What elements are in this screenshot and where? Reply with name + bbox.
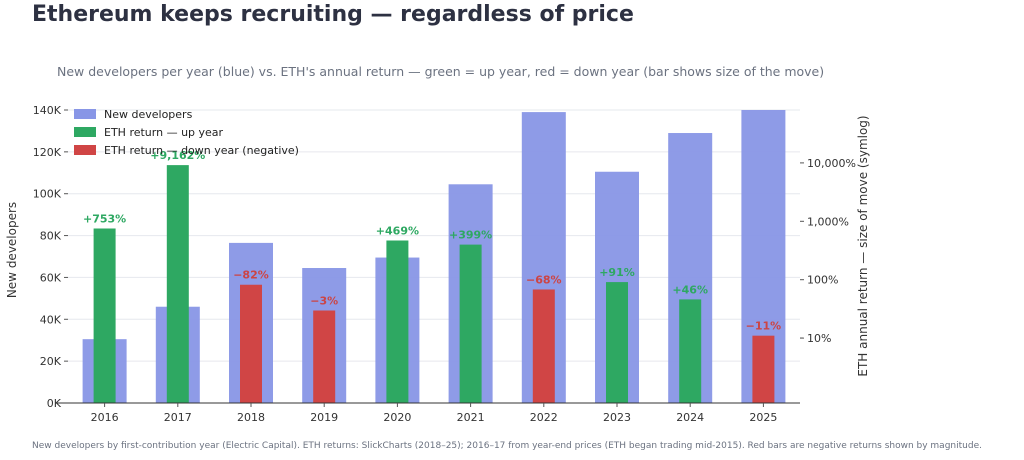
return-data-label: −82% (233, 269, 269, 282)
return-data-label: +91% (599, 266, 635, 279)
x-tick-label: 2017 (164, 411, 192, 424)
axes: 0K 20K 40K 60K 80K 100K 120K 140K 2016 2017 2018 20… (5, 104, 870, 424)
return-bar-up (386, 240, 409, 403)
y-tick-label: 40K (40, 313, 62, 326)
y2-axis-label: ETH annual return — size of move (symlog… (856, 115, 870, 376)
return-data-label: +9,162% (150, 149, 205, 162)
y-tick-label: 100K (33, 188, 62, 201)
x-tick-label: 2020 (383, 411, 411, 424)
return-data-label: −68% (526, 273, 562, 286)
y2-tick-label: 10% (807, 332, 831, 345)
legend-swatch (74, 127, 96, 137)
chart-title: Ethereum keeps recruiting — regardless o… (32, 2, 634, 27)
return-bar-down (240, 284, 262, 403)
return-bar-down (532, 289, 555, 403)
x-tick-label: 2024 (676, 411, 704, 424)
return-bar-up (166, 165, 189, 403)
return-bars (93, 165, 775, 403)
legend-entry: ETH return — up year (104, 126, 224, 139)
x-tick-label: 2022 (530, 411, 558, 424)
return-bar-down (752, 335, 775, 403)
legend-swatch (74, 145, 96, 155)
return-data-label: +753% (83, 212, 126, 225)
return-data-label: −3% (310, 295, 338, 308)
x-tick-label: 2021 (457, 411, 485, 424)
return-bar-up (679, 299, 702, 403)
y-tick-label: 80K (40, 230, 62, 243)
y-tick-label: 120K (33, 146, 62, 159)
legend-entry: New developers (104, 108, 193, 121)
y-tick-label: 0K (47, 397, 62, 410)
return-data-label: +399% (449, 229, 492, 242)
x-tick-label: 2023 (603, 411, 631, 424)
return-bar-up (93, 228, 116, 403)
y-tick-label: 60K (40, 271, 62, 284)
developer-bars (82, 110, 786, 403)
legend-entry: ETH return — down year (negative) (104, 144, 299, 157)
return-data-label: −11% (746, 320, 782, 333)
return-labels: +753% +9,162% −82% −3% +469% +399% −68% +91% +46… (83, 149, 781, 333)
legend-swatch (74, 109, 96, 119)
return-data-label: +46% (672, 283, 708, 296)
y2-tick-label: 10,000% (807, 157, 856, 170)
footnote: New developers by first-contribution yea… (32, 441, 982, 451)
y-tick-label: 20K (40, 355, 62, 368)
return-bar-up (459, 244, 482, 403)
return-bar-down (313, 310, 336, 403)
x-tick-label: 2018 (237, 411, 265, 424)
chart-subtitle: New developers per year (blue) vs. ETH's… (57, 64, 825, 79)
x-tick-label: 2016 (91, 411, 119, 424)
legend: New developers ETH return — up year ETH re… (74, 108, 299, 157)
return-data-label: +469% (376, 225, 419, 238)
x-tick-label: 2019 (310, 411, 338, 424)
return-bar-up (606, 282, 628, 403)
y-axis-label: New developers (5, 202, 19, 298)
y2-tick-label: 1,000% (807, 215, 849, 228)
y2-tick-label: 100% (807, 274, 838, 287)
x-tick-label: 2025 (749, 411, 777, 424)
y-tick-label: 140K (33, 104, 62, 117)
